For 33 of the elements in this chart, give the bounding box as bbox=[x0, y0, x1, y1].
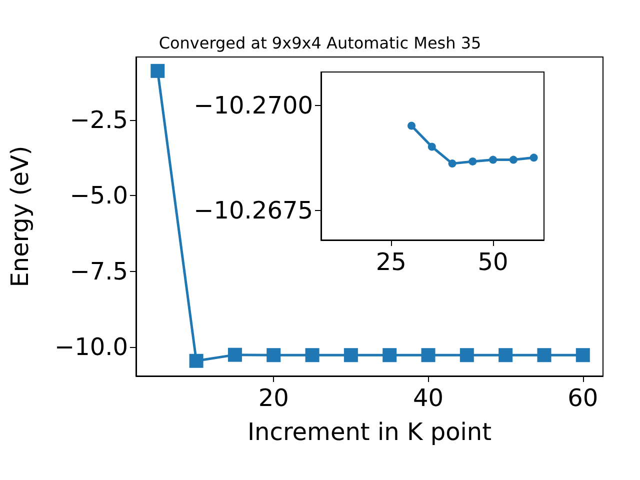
point bbox=[537, 348, 552, 362]
x-axis-title: Increment in K point bbox=[247, 418, 492, 446]
x-tick-label: 20 bbox=[258, 384, 289, 412]
point bbox=[305, 348, 320, 362]
point bbox=[428, 142, 436, 151]
y-tick-label: −10.2700 bbox=[194, 92, 313, 120]
point bbox=[344, 348, 358, 362]
chart-title: Converged at 9x9x4 Automatic Mesh 35 bbox=[158, 34, 482, 52]
point bbox=[530, 154, 538, 162]
y-tick-label: −10.2675 bbox=[194, 196, 313, 225]
point bbox=[382, 348, 397, 362]
point bbox=[576, 348, 590, 362]
point bbox=[489, 156, 498, 164]
point bbox=[421, 348, 436, 362]
point bbox=[228, 348, 242, 362]
point bbox=[189, 354, 204, 368]
point bbox=[266, 348, 281, 362]
point bbox=[509, 156, 518, 164]
y-tick-label: −5.0 bbox=[70, 182, 128, 210]
point bbox=[448, 160, 456, 168]
y-tick-label: −7.5 bbox=[70, 257, 128, 286]
point bbox=[150, 64, 165, 78]
x-tick-label: 60 bbox=[568, 384, 598, 412]
y-tick-label: −10.0 bbox=[54, 332, 128, 361]
x-tick-label: 40 bbox=[412, 384, 444, 412]
point bbox=[460, 348, 474, 362]
point bbox=[498, 348, 513, 362]
y-axis-title: Energy (eV) bbox=[6, 146, 34, 288]
point bbox=[468, 157, 477, 166]
point bbox=[408, 122, 416, 130]
x-tick-label: 25 bbox=[376, 248, 406, 276]
y-tick-label: −2.5 bbox=[70, 106, 128, 134]
x-tick-label: 50 bbox=[478, 248, 508, 276]
